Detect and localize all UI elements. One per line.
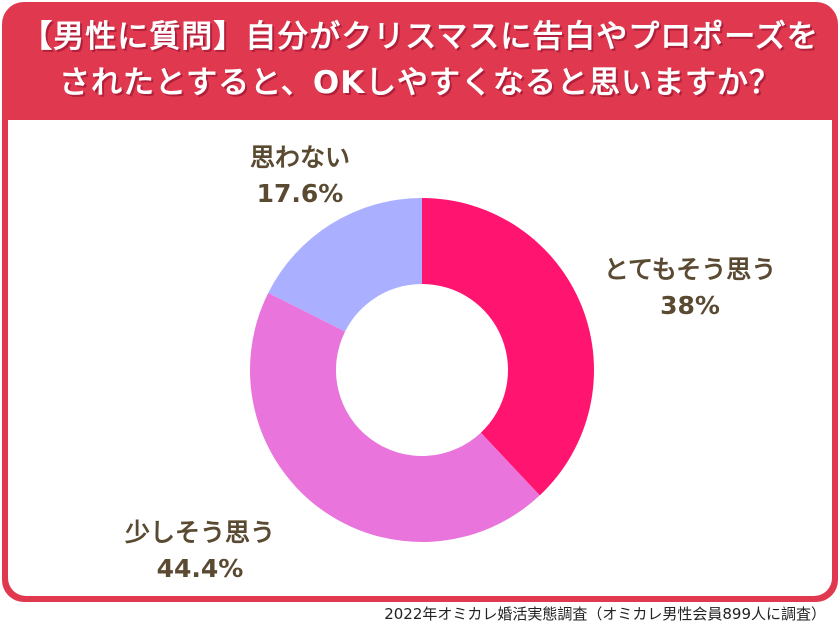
- source-note: 2022年オミカレ婚活実態調査（オミカレ男性会員899人に調査）: [384, 605, 826, 623]
- label-disagree: 思わない 17.6%: [200, 140, 400, 212]
- donut-slice-1: [422, 198, 595, 496]
- label-strongly-agree: とてもそう思う 38%: [590, 252, 790, 324]
- donut-slice-2: [249, 292, 540, 543]
- label-category: とてもそう思う: [603, 255, 777, 284]
- label-category: 思わない: [249, 143, 350, 172]
- label-value: 44.4%: [156, 554, 244, 583]
- label-somewhat-agree: 少しそう思う 44.4%: [100, 515, 300, 587]
- donut-slice-3: [268, 198, 422, 332]
- title-line-1: 【男性に質問】自分がクリスマスに告白やプロポーズを: [21, 19, 819, 55]
- chart-title: 【男性に質問】自分がクリスマスに告白やプロポーズを されたとすると、OKしやすく…: [2, 14, 838, 106]
- title-line-2: されたとすると、OKしやすくなると思いますか？: [59, 65, 781, 101]
- label-value: 17.6%: [256, 179, 344, 208]
- label-value: 38%: [660, 291, 720, 320]
- label-category: 少しそう思う: [124, 518, 275, 547]
